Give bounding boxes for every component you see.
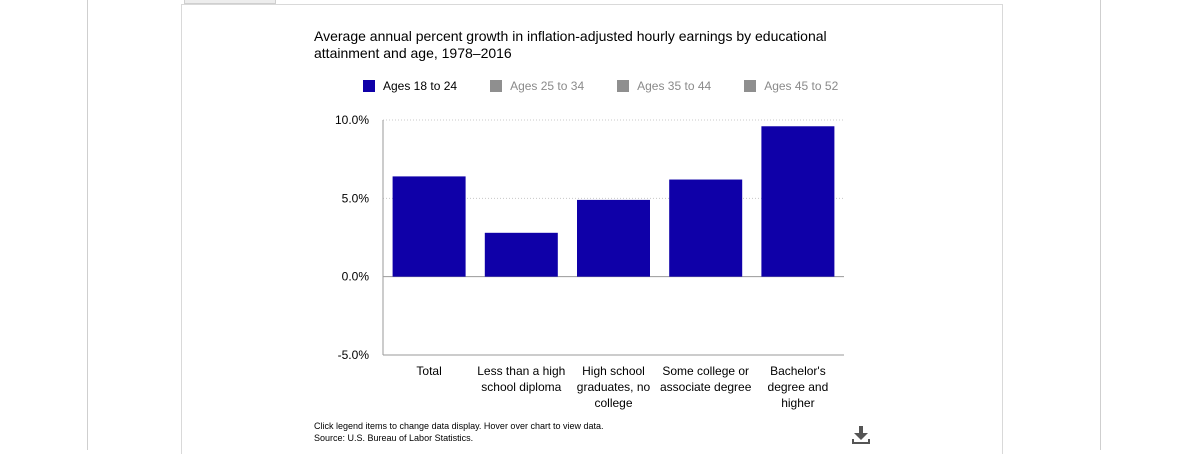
legend-swatch [490, 80, 503, 92]
legend-label: Ages 45 to 52 [764, 79, 839, 93]
x-tick-label: Some college or associate degree [660, 364, 752, 394]
y-tick-label: 10.0% [335, 113, 369, 127]
legend-label: Ages 25 to 34 [510, 79, 585, 93]
page-frame [87, 0, 1101, 450]
legend-swatch [617, 80, 630, 92]
x-tick-label: Bachelor's degree and higher [768, 364, 829, 410]
bar [761, 126, 835, 277]
chart-footer: Click legend items to change data displa… [314, 420, 603, 444]
x-tick-label: Total [416, 364, 441, 378]
bar [669, 179, 743, 277]
y-tick-label: -5.0% [338, 348, 370, 362]
legend-item-ages-25-34[interactable]: Ages 25 to 34 [490, 79, 584, 93]
footer-instructions: Click legend items to change data displa… [314, 421, 604, 431]
chart-panel [181, 4, 1003, 454]
legend-item-ages-18-24[interactable]: Ages 18 to 24 [363, 79, 457, 93]
y-tick-label: 0.0% [342, 270, 370, 284]
bar [577, 199, 650, 277]
chart-title: Average annual percent growth in inflati… [314, 28, 827, 61]
bar [484, 232, 558, 277]
download-button[interactable] [850, 424, 872, 446]
y-tick-label: 5.0% [342, 191, 370, 205]
chart-legend: Ages 18 to 24 Ages 25 to 34 Ages 35 to 4… [363, 78, 838, 94]
legend-item-ages-35-44[interactable]: Ages 35 to 44 [617, 79, 711, 93]
footer-source: Source: U.S. Bureau of Labor Statistics. [314, 433, 474, 443]
x-tick-label: Less than a high school diploma [477, 364, 565, 394]
legend-swatch [363, 80, 375, 92]
legend-item-ages-45-52[interactable]: Ages 45 to 52 [744, 79, 838, 93]
x-tick-label: High school graduates, no college [577, 364, 651, 410]
legend-label: Ages 35 to 44 [637, 79, 712, 93]
tab-stub[interactable] [184, 0, 276, 4]
legend-swatch [744, 80, 757, 92]
download-icon [852, 426, 870, 444]
legend-label: Ages 18 to 24 [383, 79, 458, 93]
bar [392, 176, 466, 277]
